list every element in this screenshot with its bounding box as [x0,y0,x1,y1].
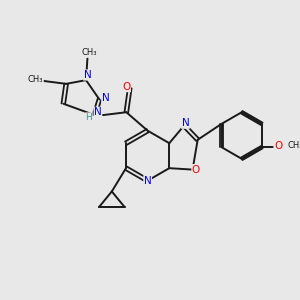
Text: H: H [85,113,92,122]
Text: N: N [144,176,152,186]
Text: CH₃: CH₃ [81,48,97,57]
Text: N: N [182,118,189,128]
Text: N: N [84,70,91,80]
Text: O: O [192,165,200,175]
Text: O: O [122,82,130,92]
Text: O: O [274,141,282,151]
Text: N: N [102,93,110,103]
Text: CH₃: CH₃ [28,75,43,84]
Text: CH₃: CH₃ [287,141,300,150]
Text: N: N [94,107,102,117]
